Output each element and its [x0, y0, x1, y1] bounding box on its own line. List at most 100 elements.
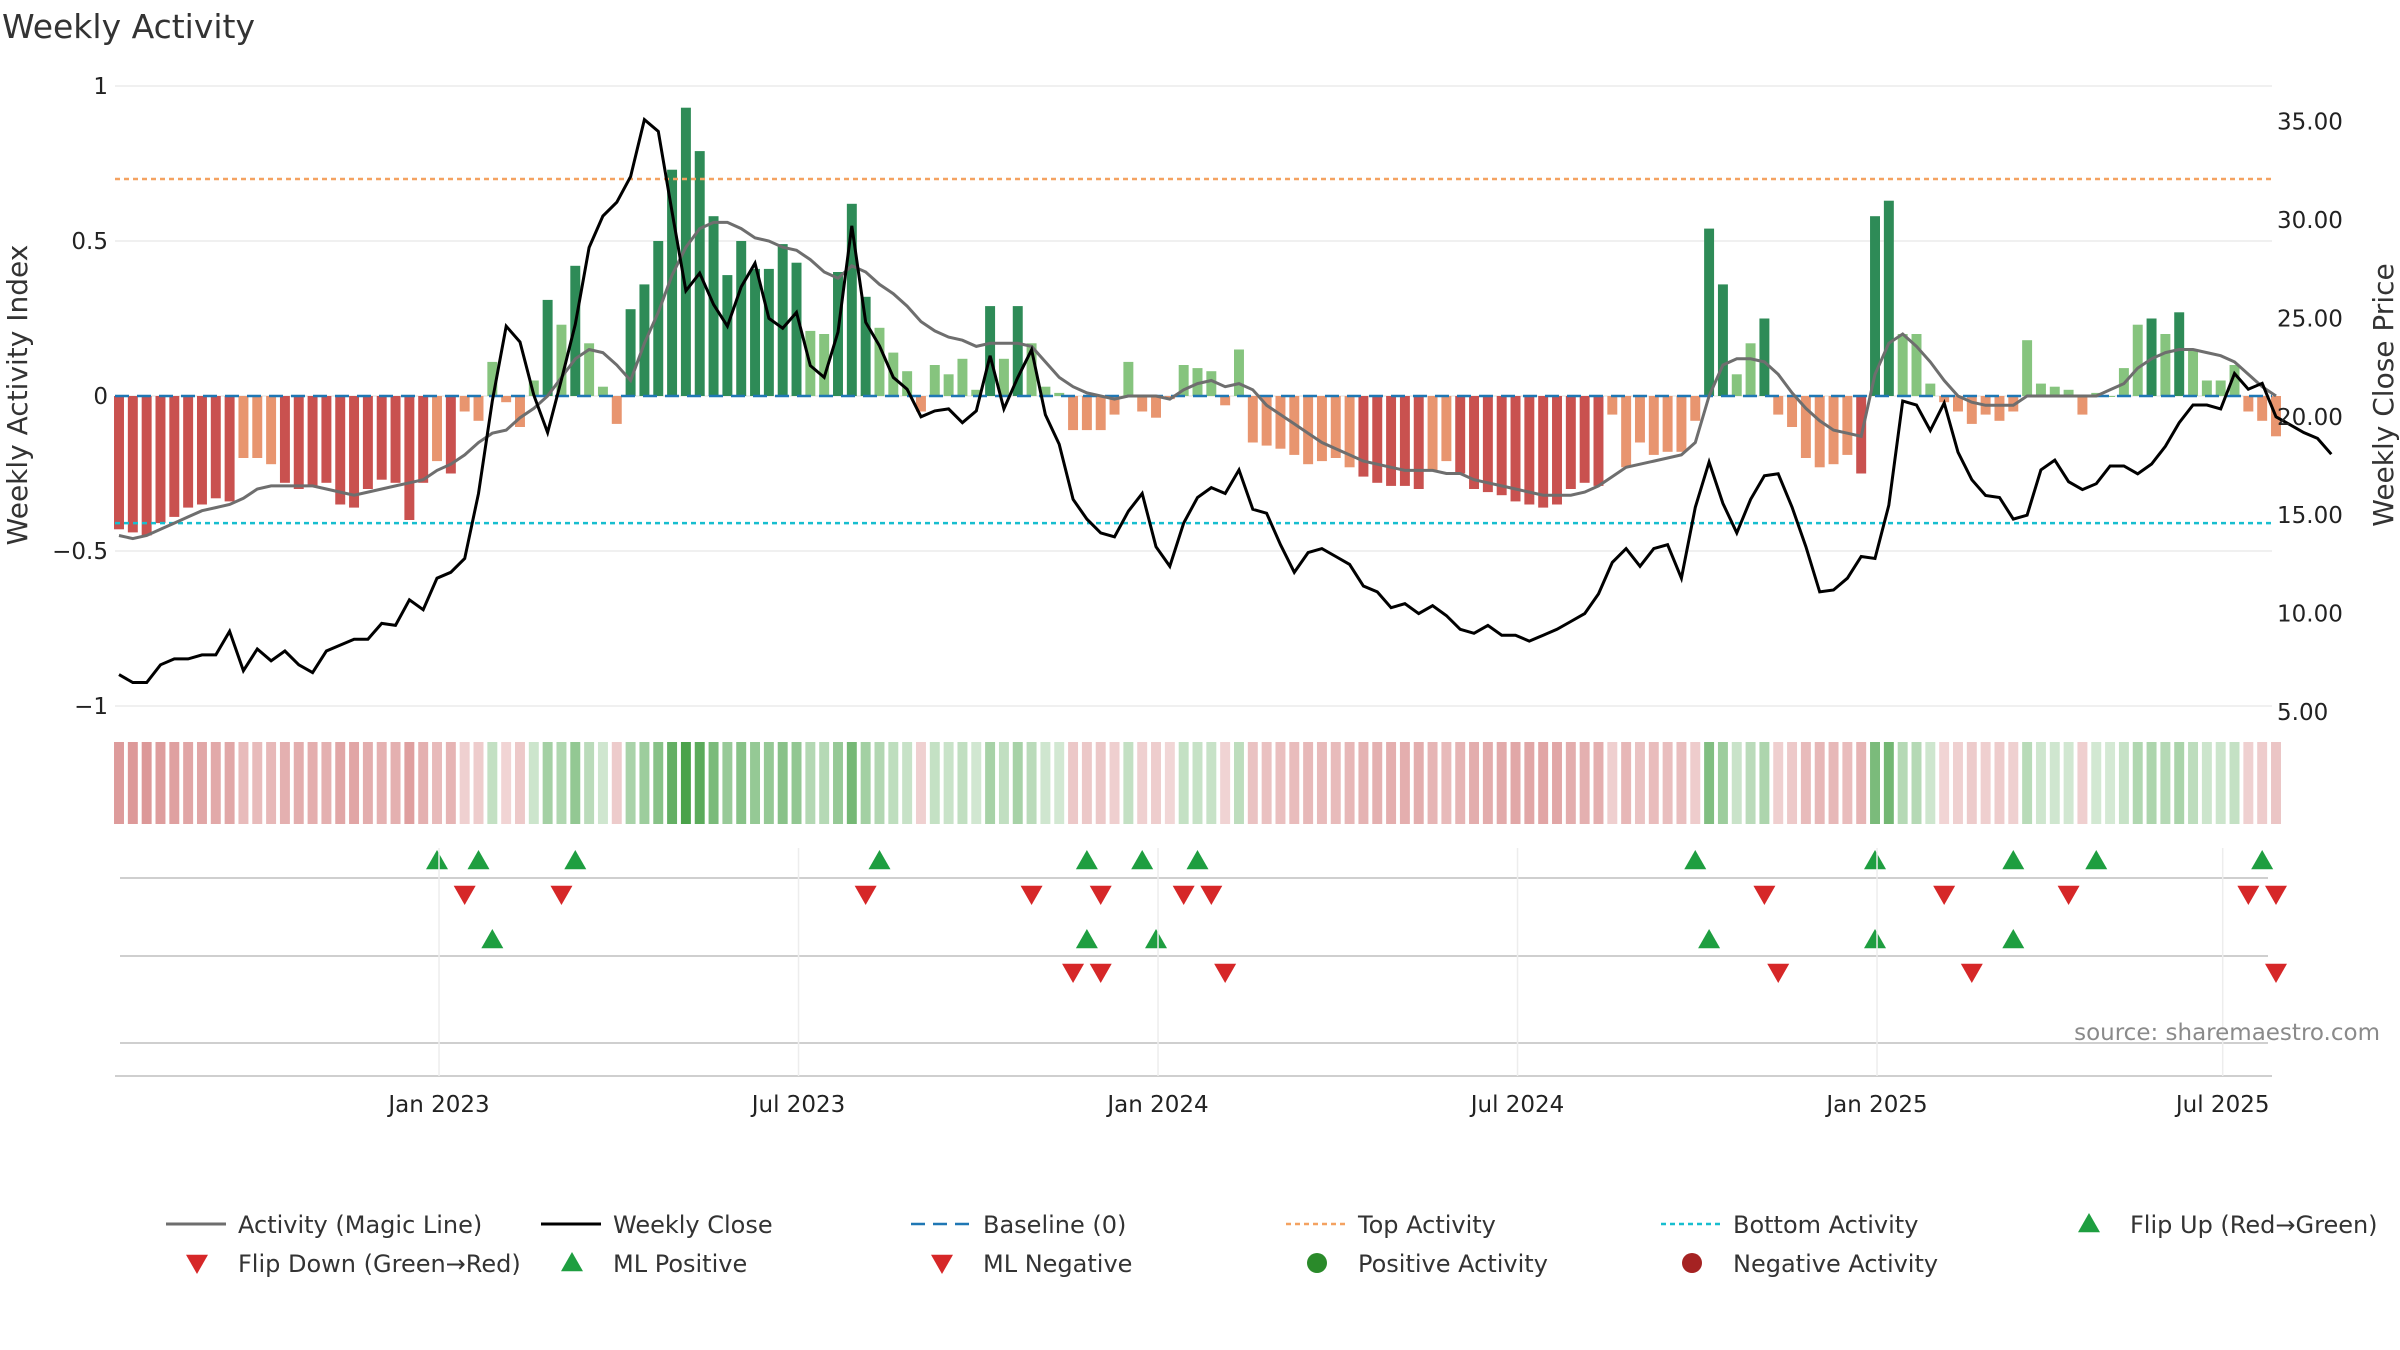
activity-bar: [1731, 374, 1742, 396]
x-tick-label: Jul 2023: [750, 1092, 846, 1118]
activity-bar: [1745, 343, 1756, 396]
activity-bar: [874, 327, 885, 396]
heat-cell: [1524, 742, 1535, 824]
heat-cell: [846, 742, 857, 824]
activity-bar: [791, 262, 802, 396]
ml-negative-marker: [1089, 963, 1112, 983]
heat-cell: [418, 742, 429, 824]
heat-cell: [1151, 742, 1161, 824]
flip-up-marker: [1864, 850, 1887, 870]
activity-bar: [736, 241, 747, 396]
activity-bar: [1040, 386, 1051, 396]
activity-bar: [1690, 396, 1701, 421]
activity-bar: [2188, 349, 2199, 396]
activity-bar: [321, 396, 332, 483]
activity-bar: [279, 396, 290, 483]
heat-cell: [1870, 742, 1880, 824]
heat-cell: [1911, 742, 1922, 824]
heat-cell: [487, 742, 498, 824]
heat-cell: [888, 742, 899, 824]
heat-cell: [639, 742, 650, 824]
activity-bar: [1939, 396, 1950, 403]
heat-cell: [1095, 742, 1106, 824]
y-tick-label-left: 1: [93, 74, 108, 100]
heat-cell: [1814, 742, 1825, 824]
heat-cell: [625, 742, 636, 824]
heat-cell: [1316, 742, 1327, 824]
y-tick-label-right: 35.00: [2277, 110, 2343, 136]
heat-cell: [1234, 742, 1244, 824]
axes: 1 0.5 0 −0.5 −1 35.00 30.00 25.00 20.00 15.00 10.0…: [52, 74, 2343, 726]
heat-cell: [1496, 742, 1507, 824]
activity-bar: [722, 275, 733, 396]
heat-cell: [1455, 742, 1466, 824]
heat-cell: [114, 742, 124, 824]
heat-cell: [473, 742, 484, 824]
heat-cell: [763, 742, 774, 824]
heat-cell: [155, 742, 166, 824]
activity-bar: [1081, 396, 1092, 431]
heat-cell: [2022, 742, 2033, 824]
heat-cell: [1261, 742, 1272, 824]
activity-bar: [169, 396, 180, 517]
heat-cell: [1275, 742, 1286, 824]
activity-bar: [1496, 396, 1507, 496]
activity-bar: [376, 396, 387, 480]
heat-cell: [1123, 742, 1134, 824]
heat-cell: [1427, 742, 1438, 824]
activity-bar: [985, 306, 996, 396]
heat-cell: [1068, 742, 1079, 824]
activity-bar: [183, 396, 194, 508]
heat-cell: [1925, 742, 1936, 824]
flip-up-marker: [1684, 850, 1707, 870]
heat-cell: [1593, 742, 1604, 824]
heat-cell: [2008, 742, 2019, 824]
x-tick-label: Jul 2025: [2174, 1092, 2270, 1118]
heat-cell: [1386, 742, 1397, 824]
activity-bar: [1109, 396, 1120, 415]
activity-bar: [1178, 365, 1189, 396]
heat-cell: [1842, 742, 1853, 824]
activity-bar: [1953, 396, 1963, 412]
heat-cell: [2215, 742, 2226, 824]
ml-positive-marker: [1698, 929, 1721, 949]
activity-bar: [2022, 340, 2033, 396]
heat-cell: [2243, 742, 2254, 824]
ml-negative-marker: [1062, 963, 1085, 983]
heat-cell: [611, 742, 622, 824]
activity-bar: [1704, 228, 1715, 396]
heat-cell: [1413, 742, 1424, 824]
y-tick-label-left: −0.5: [52, 539, 108, 565]
reference-lines: [115, 177, 2272, 525]
flip-down-marker: [453, 885, 476, 905]
heat-cell: [874, 742, 885, 824]
weekly-close-line: [118, 116, 2333, 684]
heat-cell: [736, 742, 747, 824]
heat-cell: [293, 742, 304, 824]
heat-cell: [1745, 742, 1756, 824]
activity-bar: [957, 358, 968, 396]
heat-cell: [1178, 742, 1189, 824]
activity-bar: [1026, 343, 1037, 396]
heat-cell: [2105, 742, 2116, 824]
heat-cell: [929, 742, 940, 824]
activity-bar: [625, 309, 636, 396]
activity-bar: [1842, 396, 1853, 455]
heat-cell: [1787, 742, 1798, 824]
heat-cell: [998, 742, 1009, 824]
heat-cell: [390, 742, 401, 824]
activity-bar: [1593, 396, 1604, 486]
y-tick-label-left: −1: [74, 694, 108, 720]
heat-cell: [1953, 742, 1963, 824]
activity-bar: [1275, 396, 1286, 449]
heat-cell: [1994, 742, 2005, 824]
activity-bar: [487, 361, 498, 396]
flip-down-marker: [1020, 885, 1043, 905]
legend-label: Top Activity: [1357, 1211, 1496, 1239]
flip-up-marker: [2085, 850, 2108, 870]
activity-bar: [1787, 396, 1798, 427]
activity-bar: [777, 244, 788, 396]
series-lines: [118, 116, 2333, 684]
heat-cell: [1662, 742, 1673, 824]
heat-cell: [1054, 742, 1065, 824]
